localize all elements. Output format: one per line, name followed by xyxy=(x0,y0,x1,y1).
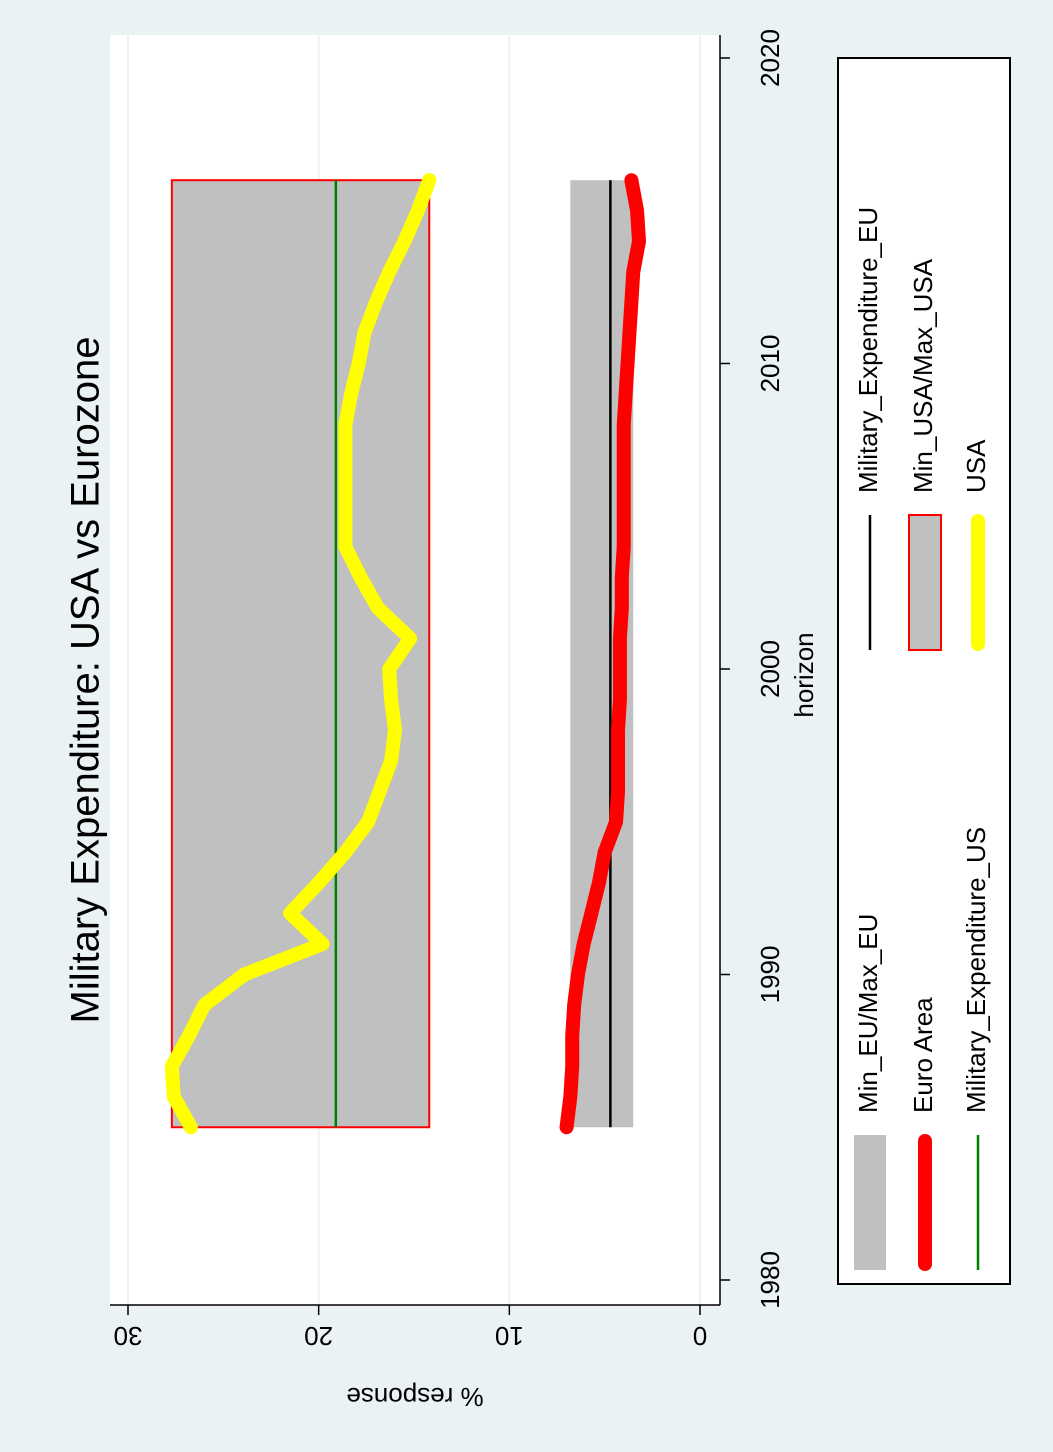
x-axis-title: horizon xyxy=(789,632,819,717)
legend-label: Min_USA/Max_USA xyxy=(908,258,938,493)
y-axis-title: % response xyxy=(346,1382,483,1412)
x-tick-label: 1990 xyxy=(755,946,785,1004)
y-tick-label: 20 xyxy=(304,1321,333,1351)
legend-label: Min_EU/Max_EU xyxy=(853,914,883,1113)
x-tick-label: 1980 xyxy=(755,1251,785,1309)
x-tick-label: 2000 xyxy=(755,640,785,698)
x-tick-label: 2020 xyxy=(755,29,785,87)
y-tick-label: 30 xyxy=(114,1321,143,1351)
legend-label: Military_Expenditure_US xyxy=(961,827,991,1113)
legend-label: USA xyxy=(961,439,991,493)
legend xyxy=(837,57,1011,1285)
x-tick-label: 2010 xyxy=(755,335,785,393)
data-line xyxy=(164,173,437,1135)
legend-key xyxy=(854,1135,886,1270)
chart-title: Military Expenditure: USA vs Eurozone xyxy=(64,337,108,1024)
legend-key xyxy=(908,514,942,651)
legend-label: Euro Area xyxy=(908,997,938,1113)
y-tick-label: 10 xyxy=(495,1321,524,1351)
data-line xyxy=(559,173,646,1135)
legend-label: Military_Expenditure_EU xyxy=(853,207,883,493)
range-box xyxy=(170,179,431,1129)
y-tick-label: 0 xyxy=(693,1321,707,1351)
